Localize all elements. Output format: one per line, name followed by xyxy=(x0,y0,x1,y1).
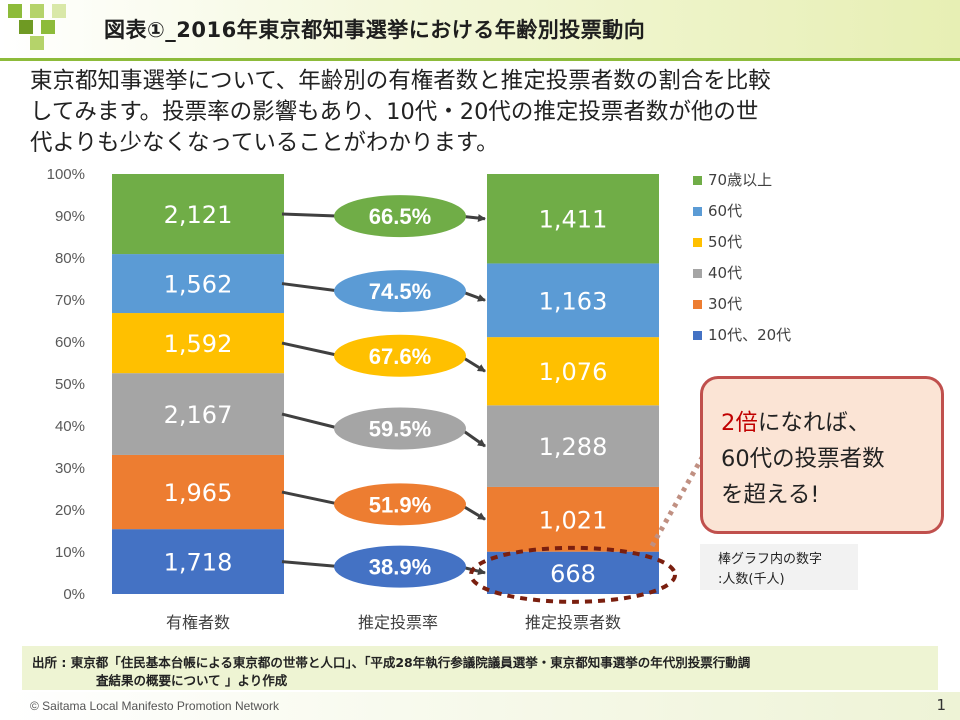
stacked-bar-chart: 0% 10% 20% 30% 40% 50% 60% 70% 80% 90% 100% 38.9% 1,… xyxy=(47,166,792,632)
bar-segment-estimated xyxy=(487,174,659,264)
unit-note-line-1: 棒グラフ内の数字 xyxy=(718,552,823,567)
bar-segment-estimated xyxy=(487,551,659,594)
callout-highlight: 2倍 xyxy=(721,410,758,436)
rate-ellipse xyxy=(334,334,466,377)
rate-label: 67.6% xyxy=(369,344,431,369)
arrow-left xyxy=(281,412,341,430)
rate-ellipse xyxy=(334,483,466,526)
legend-label: 40代 xyxy=(708,264,742,282)
rate-label: 59.5% xyxy=(369,416,431,441)
unit-note-line-2: :人数(千人) xyxy=(718,572,785,587)
rate-label: 51.9% xyxy=(369,492,431,517)
legend-swatch xyxy=(693,269,702,278)
estimated-data-label: 1,411 xyxy=(539,206,608,234)
bar-segment-voters xyxy=(112,529,284,594)
y-tick-label: 30% xyxy=(55,460,85,477)
y-tick-label: 10% xyxy=(55,544,85,561)
voters-data-label: 1,965 xyxy=(164,479,233,507)
highlight-ellipse xyxy=(469,545,677,604)
arrow-left xyxy=(281,490,341,506)
legend-swatch xyxy=(693,331,702,340)
bar-segment-voters xyxy=(112,174,284,255)
y-tick-label: 50% xyxy=(55,376,85,393)
category-label: 推定投票者数 xyxy=(525,613,621,632)
estimated-data-label: 1,288 xyxy=(539,433,608,461)
callout-line-3: を超える! xyxy=(721,482,820,508)
bar-segment-estimated xyxy=(487,486,659,552)
footer-bar xyxy=(0,692,960,720)
estimated-data-label: 1,163 xyxy=(539,287,608,315)
estimated-data-label: 1,076 xyxy=(539,358,608,386)
intro-line-1: 東京都知事選挙について、年齢別の有権者数と推定投票者数の割合を比較 xyxy=(30,68,771,94)
y-tick-label: 100% xyxy=(47,166,85,183)
voters-data-label: 1,562 xyxy=(164,271,233,299)
category-label: 推定投票率 xyxy=(358,613,438,632)
rate-ellipse xyxy=(334,407,466,450)
page-number: 1 xyxy=(936,696,946,714)
estimated-data-label: 668 xyxy=(550,560,596,588)
rate-ellipse xyxy=(334,270,466,313)
bar-segment-voters xyxy=(112,454,284,530)
legend-label: 60代 xyxy=(708,202,742,220)
source-line-2: 査結果の概要について 」より作成 xyxy=(96,673,288,688)
intro-line-2: してみます。投票率の影響もあり、10代・20代の推定投票者数が他の世 xyxy=(30,99,759,125)
page-title: 図表①_2016年東京都知事選挙における年齢別投票動向 xyxy=(104,18,646,42)
callout-text: 2倍になれば、 60代の投票者数 を超える! xyxy=(721,405,885,513)
header-bar xyxy=(0,0,960,58)
intro-text: 東京都知事選挙について、年齢別の有権者数と推定投票者数の割合を比較 してみます。… xyxy=(30,66,940,159)
y-tick-label: 90% xyxy=(55,208,85,225)
rate-label: 38.9% xyxy=(369,555,431,580)
y-tick-label: 40% xyxy=(55,418,85,435)
bar-segment-estimated xyxy=(487,405,659,487)
arrow-left xyxy=(281,212,341,218)
callout-box: 2倍になれば、 60代の投票者数 を超える! xyxy=(700,376,944,534)
bar-segment-voters xyxy=(112,373,284,455)
bar-segment-estimated xyxy=(487,263,659,338)
logo-squares-icon xyxy=(0,0,90,58)
legend-swatch xyxy=(693,207,702,216)
intro-line-3: 代よりも少なくなっていることがわかります。 xyxy=(30,130,499,156)
rate-label: 66.5% xyxy=(369,204,431,229)
bar-segment-voters xyxy=(112,254,284,314)
legend-swatch xyxy=(693,176,702,185)
source-line-1: 出所 : 東京都「住民基本台帳による東京都の世帯と人口」、「平成28年執行参議院… xyxy=(32,655,751,670)
arrow-left xyxy=(281,560,341,569)
header-divider xyxy=(0,58,960,61)
y-tick-label: 70% xyxy=(55,292,85,309)
copyright-text: © Saitama Local Manifesto Promotion Netw… xyxy=(30,699,279,713)
bar-segment-voters xyxy=(112,313,284,374)
y-tick-label: 60% xyxy=(55,334,85,351)
bar-segment-estimated xyxy=(487,337,659,406)
legend-label: 70歳以上 xyxy=(708,171,772,189)
category-label: 有権者数 xyxy=(166,613,230,632)
y-tick-label: 80% xyxy=(55,250,85,267)
unit-note: 棒グラフ内の数字 :人数(千人) xyxy=(700,544,858,590)
rate-label: 74.5% xyxy=(369,279,431,304)
legend-label: 50代 xyxy=(708,233,742,251)
arrow-left xyxy=(281,282,341,293)
voters-data-label: 2,121 xyxy=(164,201,233,229)
legend-swatch xyxy=(693,300,702,309)
estimated-data-label: 1,021 xyxy=(539,506,608,534)
callout-line-2: 60代の投票者数 xyxy=(721,446,885,472)
voters-data-label: 1,718 xyxy=(164,549,233,577)
voters-data-label: 1,592 xyxy=(164,330,233,358)
rate-ellipse xyxy=(334,545,466,588)
legend-swatch xyxy=(693,238,702,247)
arrow-left xyxy=(281,341,341,358)
callout-line-1: になれば、 xyxy=(757,410,871,436)
source-box: 出所 : 東京都「住民基本台帳による東京都の世帯と人口」、「平成28年執行参議院… xyxy=(22,646,938,690)
y-tick-label: 20% xyxy=(55,502,85,519)
legend-label: 30代 xyxy=(708,295,742,313)
legend-label: 10代、20代 xyxy=(708,326,791,344)
rate-ellipse xyxy=(334,195,466,238)
voters-data-label: 2,167 xyxy=(164,401,233,429)
y-tick-label: 0% xyxy=(63,586,85,603)
